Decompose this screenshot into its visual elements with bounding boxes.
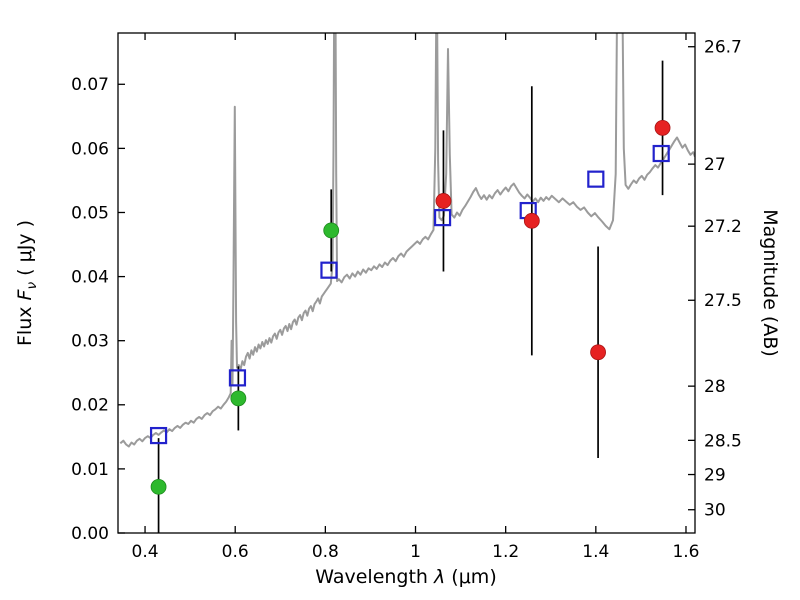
x-tick-label: 0.4 [132,542,159,562]
x-tick-label: 1.2 [492,542,519,562]
x-axis-label-text: Wavelength [315,566,435,588]
photometry-circle-marker [435,193,452,209]
model-spectrum-line [119,33,695,448]
x-axis-unit: (μm) [445,566,497,588]
y-tick-label-flux: 0.02 [71,396,109,416]
photometry-circle-marker [150,478,167,495]
axes-frame [117,32,696,534]
y-tick-label-magnitude: 27 [704,155,726,175]
lambda-symbol: λ [434,566,446,588]
flux-unit: ( μJy ) [14,219,37,282]
y-tick-label-flux: 0.00 [71,524,109,544]
y-tick-label-flux: 0.06 [71,139,109,159]
y-tick-label-magnitude: 28 [704,377,726,397]
photometry-square-marker [320,261,338,279]
y-axis-label-magnitude: Magnitude (AB) [759,209,781,357]
x-tick-label: 1.4 [582,542,609,562]
photometry-circle-marker [523,212,540,229]
plot-area [119,33,695,533]
photometry-circle-marker [230,390,247,407]
y-tick-label-magnitude: 27.2 [704,217,742,237]
x-tick-label: 1 [410,542,421,562]
y-tick-label-flux: 0.07 [71,75,109,95]
photometry-square-marker [228,369,247,387]
photometry-square-marker [433,209,452,227]
y-tick-label-magnitude: 30 [704,501,726,521]
photometry-circle-marker [590,344,606,361]
y-tick-label-magnitude: 26.7 [704,38,742,58]
nu-subscript: ν [23,281,40,290]
y-tick-label-flux: 0.05 [71,203,109,223]
photometry-circle-marker [654,119,671,136]
photometry-square-marker [149,426,168,445]
y-tick-label-flux: 0.03 [71,332,109,352]
x-tick-label: 1.6 [672,542,699,562]
y-tick-label-magnitude: 28.5 [704,431,742,451]
flux-label-text: Flux [14,300,37,347]
x-axis-label: Wavelength λ (μm) [315,566,496,588]
x-tick-label: 0.6 [222,542,249,562]
flux-symbol: F [14,289,37,301]
photometry-circle-marker [323,222,340,239]
x-tick-label: 0.8 [312,542,339,562]
photometry-square-marker [652,144,670,163]
y-tick-label-flux: 0.01 [71,460,109,480]
y-tick-label-flux: 0.04 [71,268,109,288]
y-axis-label-flux: Flux Fν ( μJy ) [14,220,40,346]
y-tick-label-magnitude: 29 [704,465,726,485]
photometry-square-marker [587,170,605,188]
y-tick-label-magnitude: 27.5 [704,291,742,311]
